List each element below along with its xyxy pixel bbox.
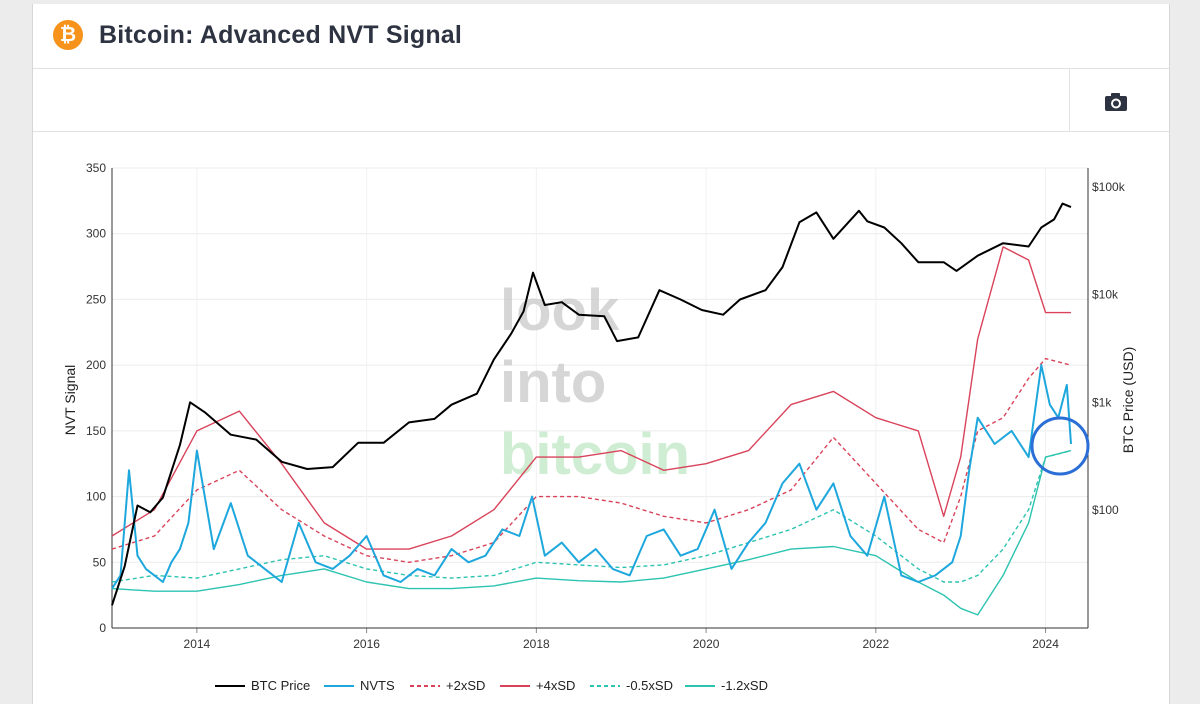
y-axis-left-label: NVT Signal [62, 365, 78, 436]
series-line--4xsd [111, 246, 1071, 550]
chart-header: ₿ Bitcoin: Advanced NVT Signal [33, 4, 1169, 69]
x-tick-label: 2018 [523, 637, 550, 651]
y-tick-label: 100 [86, 490, 106, 504]
legend-label: +2xSD [446, 678, 485, 693]
x-tick-label: 2014 [184, 637, 211, 651]
grid-lines [112, 167, 1088, 629]
toolbar-divider [1069, 69, 1070, 131]
legend: BTC Price NVTS +2xSD +4xSD -0.5xSD -1.2xSD [215, 678, 768, 693]
y-right-tick-label: $10k [1092, 288, 1119, 302]
chart-toolbar [33, 69, 1169, 132]
y-tick-label: 50 [93, 555, 107, 569]
legend-label: -1.2xSD [721, 678, 768, 693]
y-tick-label: 200 [86, 358, 106, 372]
y-right-tick-label: $100k [1092, 180, 1126, 194]
y-right-tick-label: $1k [1092, 395, 1112, 409]
watermark: look into bitcoin [500, 278, 690, 487]
x-tick-label: 2024 [1032, 637, 1059, 651]
annotation-circle [1030, 416, 1090, 476]
y-tick-label: 300 [86, 227, 106, 241]
y-axis-right-label: BTC Price (USD) [1120, 347, 1136, 454]
series-line-btc-price [111, 202, 1072, 606]
y-tick-label: 0 [99, 621, 106, 635]
x-tick-label: 2016 [353, 637, 380, 651]
series [111, 202, 1072, 616]
camera-icon[interactable] [1103, 91, 1131, 113]
page-title: Bitcoin: Advanced NVT Signal [99, 21, 463, 49]
legend-label: BTC Price [251, 678, 310, 693]
tick-labels: 0 50 100 150 200 250 300 350 2014 2016 2018 2020 202… [86, 161, 1126, 651]
y-right-tick-label: $100 [1092, 503, 1119, 517]
series-line--1-2xsd [111, 449, 1072, 616]
bitcoin-logo-icon: ₿ [53, 20, 83, 50]
watermark-line-1: look [500, 278, 620, 343]
axes [111, 168, 1089, 633]
watermark-line-2: into [500, 350, 606, 415]
x-tick-label: 2020 [693, 637, 720, 651]
series-line-nvts [111, 364, 1072, 590]
legend-label: +4xSD [536, 678, 575, 693]
y-tick-label: 350 [86, 161, 106, 175]
legend-label: NVTS [360, 678, 395, 693]
legend-label: -0.5xSD [626, 678, 673, 693]
y-tick-label: 250 [86, 292, 106, 306]
series-line--0-5xsd [111, 449, 1072, 583]
y-tick-label: 150 [86, 424, 106, 438]
x-tick-label: 2022 [862, 637, 889, 651]
